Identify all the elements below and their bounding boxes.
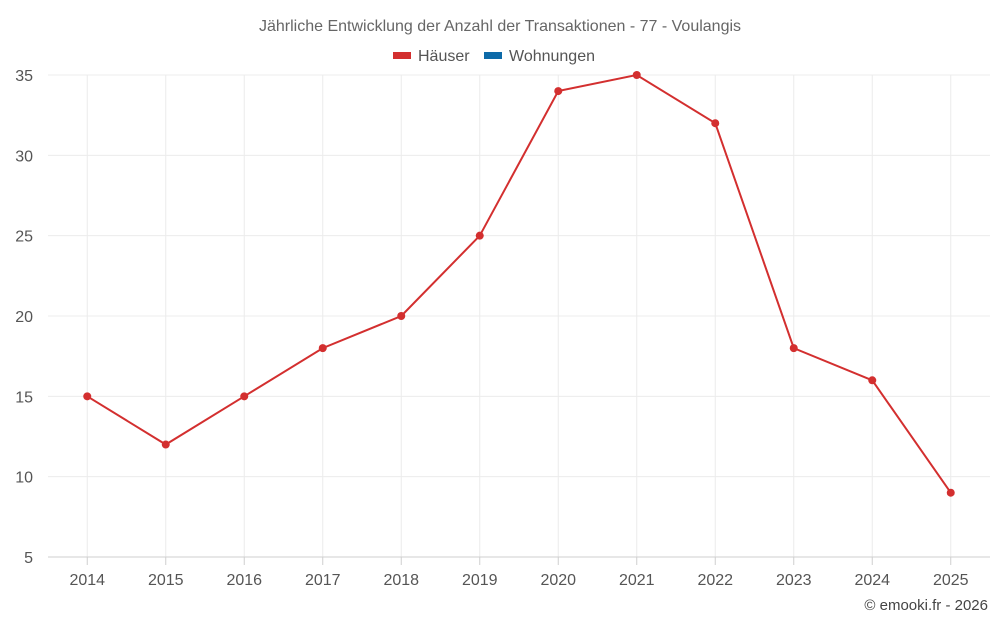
x-axis-ticks: 2014 2015 2016 2017 2018 2019 2020 2021 2022 2023…	[69, 557, 969, 589]
data-point[interactable]	[240, 392, 249, 401]
x-tick-label: 2020	[540, 572, 576, 589]
x-tick-label: 2018	[383, 572, 419, 589]
x-tick-label: 2015	[148, 572, 184, 589]
y-tick-label: 35	[15, 68, 33, 85]
data-point[interactable]	[397, 312, 406, 320]
x-tick-label: 2016	[226, 572, 262, 589]
data-point[interactable]	[946, 488, 955, 497]
y-tick-label: 10	[15, 470, 33, 487]
data-point[interactable]	[554, 87, 563, 96]
x-tick-label: 2025	[933, 572, 969, 589]
y-tick-label: 15	[15, 389, 33, 406]
data-point[interactable]	[318, 344, 327, 353]
legend: Häuser Wohnungen	[393, 48, 595, 65]
legend-item-wohnungen[interactable]: Wohnungen	[484, 48, 595, 65]
legend-item-haeuser[interactable]: Häuser	[393, 48, 470, 65]
legend-label-haeuser: Häuser	[418, 48, 470, 65]
legend-label-wohnungen: Wohnungen	[509, 48, 595, 65]
data-point[interactable]	[632, 71, 641, 79]
x-tick-label: 2022	[697, 572, 733, 589]
y-tick-label: 30	[15, 148, 33, 165]
grid	[48, 74, 990, 558]
data-point[interactable]	[711, 119, 720, 128]
y-tick-label: 20	[15, 309, 33, 326]
x-tick-label: 2014	[69, 572, 105, 589]
chart-title: Jährliche Entwicklung der Anzahl der Tra…	[259, 18, 741, 35]
legend-swatch-wohnungen	[484, 52, 502, 59]
data-point[interactable]	[475, 231, 484, 240]
x-tick-label: 2024	[854, 572, 890, 589]
x-tick-label: 2021	[619, 572, 655, 589]
x-tick-label: 2019	[462, 572, 498, 589]
data-point[interactable]	[161, 440, 170, 449]
x-tick-label: 2017	[305, 572, 341, 589]
y-axis-ticks: 5 10 15 20 25 30 35	[15, 68, 33, 567]
credit-text: © emooki.fr - 2026	[864, 597, 988, 614]
data-point[interactable]	[789, 344, 798, 353]
series-layer	[83, 71, 955, 497]
y-tick-label: 25	[15, 229, 33, 246]
data-point[interactable]	[868, 376, 877, 385]
y-tick-label: 5	[24, 550, 33, 567]
series-line	[86, 73, 952, 494]
legend-swatch-haeuser	[393, 52, 411, 59]
x-tick-label: 2023	[776, 572, 812, 589]
data-point[interactable]	[83, 392, 92, 401]
